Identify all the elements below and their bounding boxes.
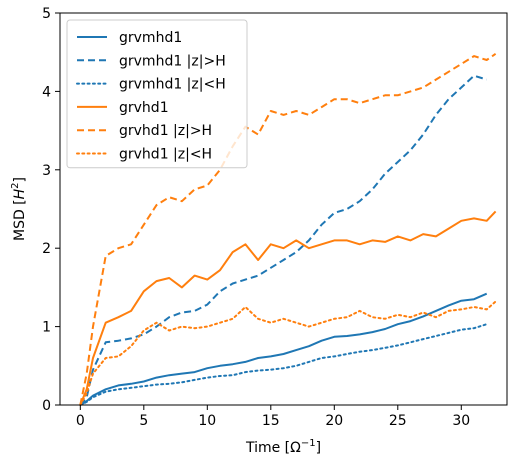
series-line-6 [79, 300, 497, 406]
y-tick-label: 0 [42, 398, 51, 414]
legend-label-5: grvhd1 |z|>H [119, 123, 212, 139]
x-axis-ticks: 0 5 10 15 20 25 30 [76, 405, 470, 429]
series-line-1 [79, 292, 488, 406]
legend-label-3: grvmhd1 |z|<H [119, 77, 226, 93]
x-tick-label: 10 [198, 413, 216, 429]
legend-label-1: grvmhd1 [119, 30, 182, 46]
y-axis-label: MSD [H2] [10, 177, 28, 241]
x-tick-label: 15 [262, 413, 280, 429]
series-line-5 [79, 52, 497, 406]
series-line-2 [79, 74, 487, 406]
x-tick-label: 30 [452, 413, 470, 429]
y-tick-label: 5 [42, 6, 51, 22]
x-tick-label: 25 [389, 413, 407, 429]
series-line-3 [79, 323, 488, 406]
x-tick-label: 5 [139, 413, 148, 429]
axes-frame [59, 12, 508, 406]
y-axis-ticks: 0 1 2 3 4 5 [42, 6, 60, 414]
legend-box [66, 19, 248, 169]
y-tick-label: 1 [42, 320, 51, 336]
series-line-4 [79, 210, 497, 406]
legend-label-4: grvhd1 [119, 100, 169, 116]
x-axis-label: Time [Ω−1] [245, 438, 321, 456]
y-tick-label: 4 [42, 84, 51, 100]
x-tick-label: 20 [325, 413, 343, 429]
legend: grvmhd1 grvmhd1 |z|>H grvmhd1 |z|<H grvhd1 g… [66, 19, 248, 169]
plot-lines [79, 52, 497, 406]
y-tick-label: 3 [42, 163, 51, 179]
legend-label-6: grvhd1 |z|<H [119, 147, 212, 163]
legend-label-2: grvmhd1 |z|>H [119, 53, 226, 69]
x-tick-label: 0 [76, 413, 85, 429]
y-tick-label: 2 [42, 241, 51, 257]
